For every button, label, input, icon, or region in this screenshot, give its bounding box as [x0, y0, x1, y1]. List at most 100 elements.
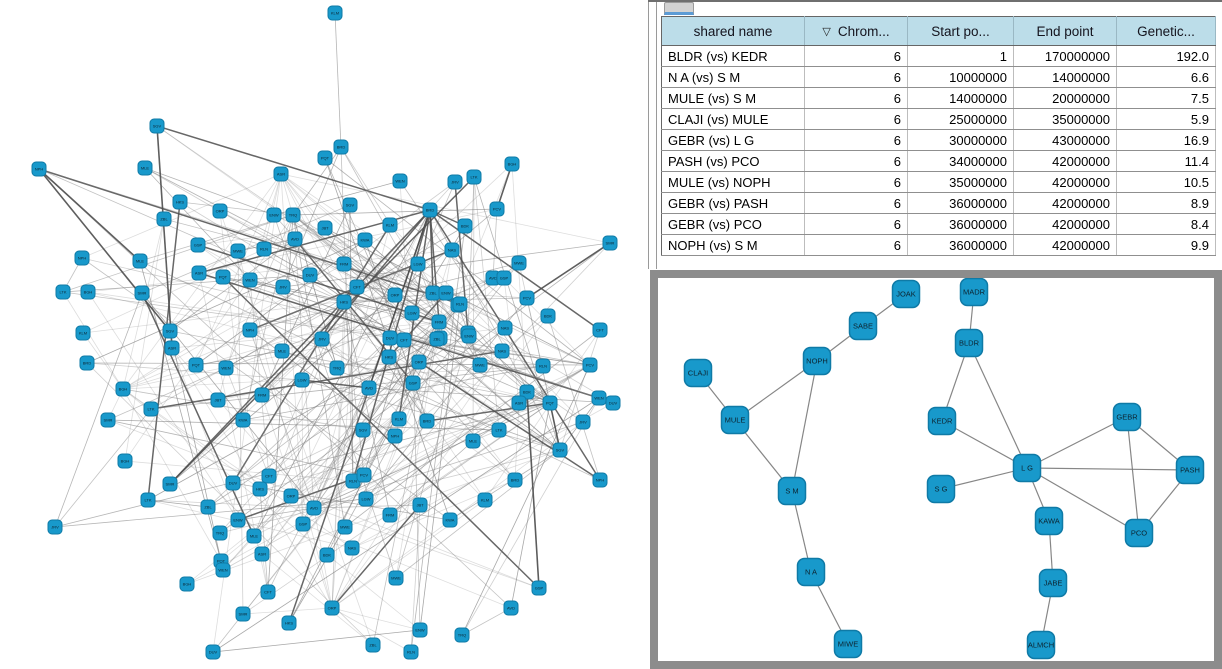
- network-node[interactable]: MWE: [230, 243, 246, 259]
- network-node[interactable]: MWE: [337, 519, 353, 535]
- network-node[interactable]: KWA: [357, 232, 373, 248]
- subnetwork-node-joak[interactable]: JOAK: [891, 279, 921, 309]
- network-node[interactable]: FRM: [382, 507, 398, 523]
- subnetwork-node-n-a[interactable]: N A: [796, 557, 826, 587]
- network-node[interactable]: RLN: [452, 296, 468, 312]
- network-node[interactable]: JRV: [275, 279, 291, 295]
- network-node[interactable]: LTK: [55, 284, 71, 300]
- table-row[interactable]: GEBR (vs) PCO 6 36000000 42000000 8.4: [661, 213, 1216, 235]
- network-node[interactable]: BDK: [457, 218, 473, 234]
- network-node[interactable]: LGW: [410, 256, 426, 272]
- network-node[interactable]: ENW: [461, 328, 477, 344]
- network-node[interactable]: RLN: [256, 241, 272, 257]
- network-node[interactable]: TRQ: [285, 207, 301, 223]
- table-row[interactable]: NOPH (vs) S M 6 36000000 42000000 9.9: [661, 234, 1216, 256]
- network-node[interactable]: AVD: [361, 380, 377, 396]
- network-node[interactable]: SGV: [342, 197, 358, 213]
- subnetwork-node-sabe[interactable]: SABE: [848, 311, 878, 341]
- table-row[interactable]: MULE (vs) S M 6 14000000 20000000 7.5: [661, 87, 1216, 109]
- network-node[interactable]: KLM: [391, 411, 407, 427]
- network-node[interactable]: PQT: [188, 357, 204, 373]
- network-node[interactable]: ASR: [164, 340, 180, 356]
- network-node[interactable]: NPH: [592, 472, 608, 488]
- network-node[interactable]: WEN: [242, 272, 258, 288]
- network-node[interactable]: ZBL: [365, 637, 381, 653]
- main-network-canvas[interactable]: KLM BRD SGV NPH MLE ASR PQT WEN JRV LTK BGH SMR DUV C…: [0, 0, 648, 669]
- network-node[interactable]: PCV: [356, 467, 372, 483]
- network-node[interactable]: SGV: [355, 422, 371, 438]
- network-node[interactable]: KLM: [75, 325, 91, 341]
- subnetwork-node-gebr[interactable]: GEBR: [1112, 402, 1142, 432]
- network-node[interactable]: AVD: [485, 270, 501, 286]
- table-row[interactable]: GEBR (vs) L G 6 30000000 43000000 16.9: [661, 129, 1216, 151]
- subnetwork-node-kedr[interactable]: KEDR: [927, 406, 957, 436]
- network-node[interactable]: BGH: [115, 381, 131, 397]
- network-node[interactable]: AVD: [503, 600, 519, 616]
- network-node[interactable]: MLE: [137, 160, 153, 176]
- network-node[interactable]: BGH: [117, 453, 133, 469]
- network-node[interactable]: WEN: [218, 360, 234, 376]
- network-node[interactable]: ZBL: [425, 285, 441, 301]
- network-node[interactable]: PQT: [317, 150, 333, 166]
- network-node[interactable]: SGV: [552, 442, 568, 458]
- network-node[interactable]: JBT: [317, 220, 333, 236]
- network-node[interactable]: JBT: [210, 392, 226, 408]
- subnetwork-node-almch[interactable]: ALMCH: [1026, 630, 1056, 660]
- network-node[interactable]: JBT: [412, 497, 428, 513]
- network-node[interactable]: ZBL: [429, 331, 445, 347]
- network-node[interactable]: LTK: [140, 492, 156, 508]
- network-node[interactable]: ORP: [324, 600, 340, 616]
- network-node[interactable]: MLE: [246, 528, 262, 544]
- network-node[interactable]: AVD: [306, 500, 322, 516]
- network-node[interactable]: HKS: [381, 349, 397, 365]
- network-node[interactable]: HKS: [252, 481, 268, 497]
- network-node[interactable]: GSP: [531, 580, 547, 596]
- subnetwork-node-noph[interactable]: NOPH: [802, 346, 832, 376]
- network-node[interactable]: FRM: [254, 387, 270, 403]
- network-node[interactable]: ZBL: [200, 499, 216, 515]
- network-node[interactable]: SMR: [602, 235, 618, 251]
- network-node[interactable]: ASR: [254, 546, 270, 562]
- subnetwork-node-madr[interactable]: MADR: [959, 278, 989, 307]
- network-node[interactable]: MLE: [465, 433, 481, 449]
- network-node[interactable]: SGV: [149, 118, 165, 134]
- network-node[interactable]: RLN: [403, 644, 419, 660]
- network-node[interactable]: LGW: [294, 372, 310, 388]
- network-node[interactable]: BGH: [504, 156, 520, 172]
- network-node[interactable]: HKS: [281, 615, 297, 631]
- network-node[interactable]: SMR: [162, 476, 178, 492]
- network-node[interactable]: KWA: [235, 412, 251, 428]
- network-node[interactable]: SMR: [134, 285, 150, 301]
- panel-splitter[interactable]: [648, 0, 657, 269]
- network-node[interactable]: MLE: [274, 343, 290, 359]
- network-node[interactable]: MWE: [472, 357, 488, 373]
- network-node[interactable]: GSP: [405, 375, 421, 391]
- network-node[interactable]: AVD: [287, 231, 303, 247]
- network-node[interactable]: CFT: [396, 332, 412, 348]
- network-node[interactable]: NPH: [31, 161, 47, 177]
- network-node[interactable]: BGH: [179, 576, 195, 592]
- table-row[interactable]: PASH (vs) PCO 6 34000000 42000000 11.4: [661, 150, 1216, 172]
- network-node[interactable]: BGH: [80, 284, 96, 300]
- subnetwork-node-jabe[interactable]: JABE: [1038, 568, 1068, 598]
- network-node[interactable]: HKS: [336, 294, 352, 310]
- column-header[interactable]: shared name: [661, 16, 805, 46]
- subnetwork-node-claji[interactable]: CLAJI: [683, 358, 713, 388]
- network-node[interactable]: MWE: [511, 255, 527, 271]
- network-node[interactable]: GSP: [496, 270, 512, 286]
- network-node[interactable]: LTK: [491, 422, 507, 438]
- network-node[interactable]: NAS: [494, 343, 510, 359]
- subnetwork-canvas[interactable]: JOAK SABE NOPH CLAJI MULE S M N A MIWE MADR BLDR K…: [658, 278, 1214, 661]
- network-node[interactable]: GSP: [295, 516, 311, 532]
- network-node[interactable]: NPH: [387, 428, 403, 444]
- network-node[interactable]: ORP: [387, 287, 403, 303]
- network-node[interactable]: NPH: [74, 250, 90, 266]
- network-node[interactable]: SMR: [100, 412, 116, 428]
- network-node[interactable]: KWA: [442, 512, 458, 528]
- table-row[interactable]: CLAJI (vs) MULE 6 25000000 35000000 5.9: [661, 108, 1216, 130]
- network-node[interactable]: LGW: [404, 305, 420, 321]
- network-node[interactable]: ORP: [411, 354, 427, 370]
- network-node[interactable]: ASR: [273, 166, 289, 182]
- network-node[interactable]: TRQ: [329, 360, 345, 376]
- network-node[interactable]: KLM: [327, 5, 343, 21]
